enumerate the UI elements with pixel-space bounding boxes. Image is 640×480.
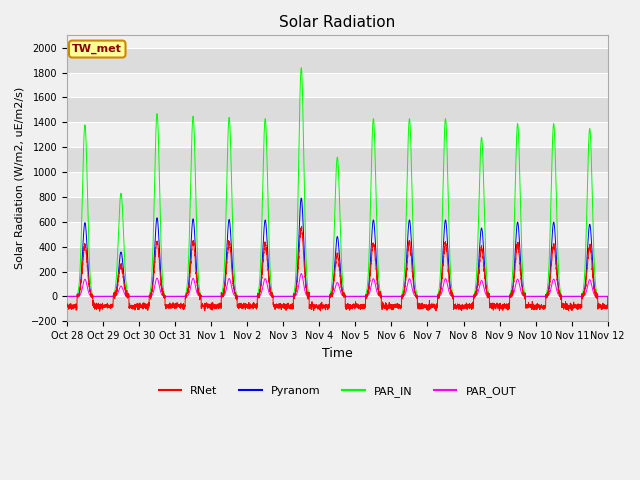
- Bar: [67, 97, 608, 122]
- Bar: [67, 147, 608, 172]
- Bar: [67, 72, 608, 97]
- Bar: [67, 197, 608, 222]
- Bar: [67, 172, 608, 197]
- Bar: [67, 48, 608, 72]
- Y-axis label: Solar Radiation (W/m2, uE/m2/s): Solar Radiation (W/m2, uE/m2/s): [15, 87, 25, 269]
- Bar: [67, 122, 608, 147]
- Bar: [67, 297, 608, 321]
- Title: Solar Radiation: Solar Radiation: [279, 15, 396, 30]
- Bar: [67, 272, 608, 297]
- Bar: [67, 222, 608, 247]
- Legend: RNet, Pyranom, PAR_IN, PAR_OUT: RNet, Pyranom, PAR_IN, PAR_OUT: [154, 382, 520, 401]
- Text: TW_met: TW_met: [72, 44, 122, 54]
- X-axis label: Time: Time: [322, 347, 353, 360]
- Bar: [67, 247, 608, 272]
